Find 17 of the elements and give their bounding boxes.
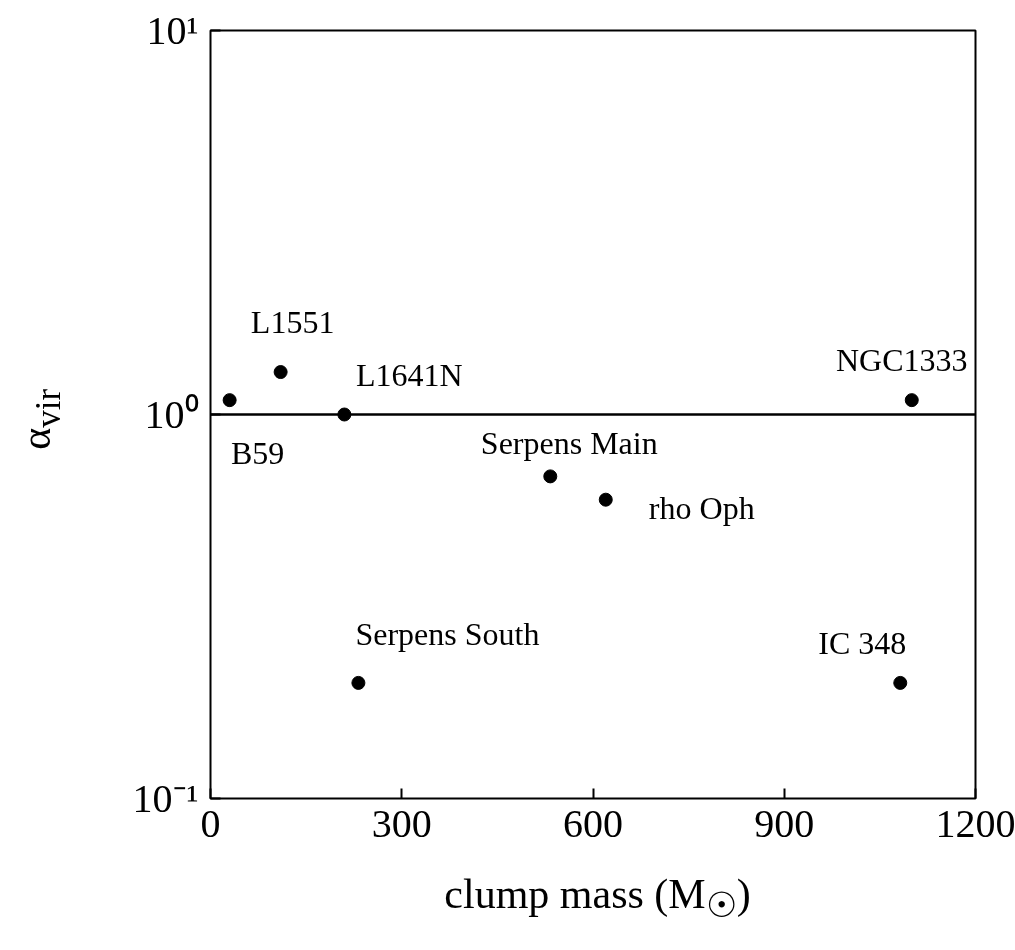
annotation: L1641N [356,356,463,393]
annotation: L1551 [250,304,335,341]
y-tick-label: 10⁻¹ [132,776,199,821]
annotation: IC 348 [818,624,907,661]
annotation: B59 [230,435,285,472]
y-tick-label: 10¹ [146,8,199,53]
x-tick-label: 600 [563,800,623,846]
x-axis-title: clump mass (M$_{☉}$) [443,871,752,926]
annotation: NGC1333 [835,342,968,379]
x-tick-label: 0 [200,800,221,846]
annotation: Serpens South [355,615,540,652]
x-tick-label: 1200 [935,800,1015,846]
annotation: rho Oph [648,489,755,526]
annotation: Serpens Main [480,425,658,462]
x-tick-label: 300 [371,800,432,846]
x-tick-label: 900 [754,800,815,846]
y-tick-label: 10⁰ [144,392,199,437]
